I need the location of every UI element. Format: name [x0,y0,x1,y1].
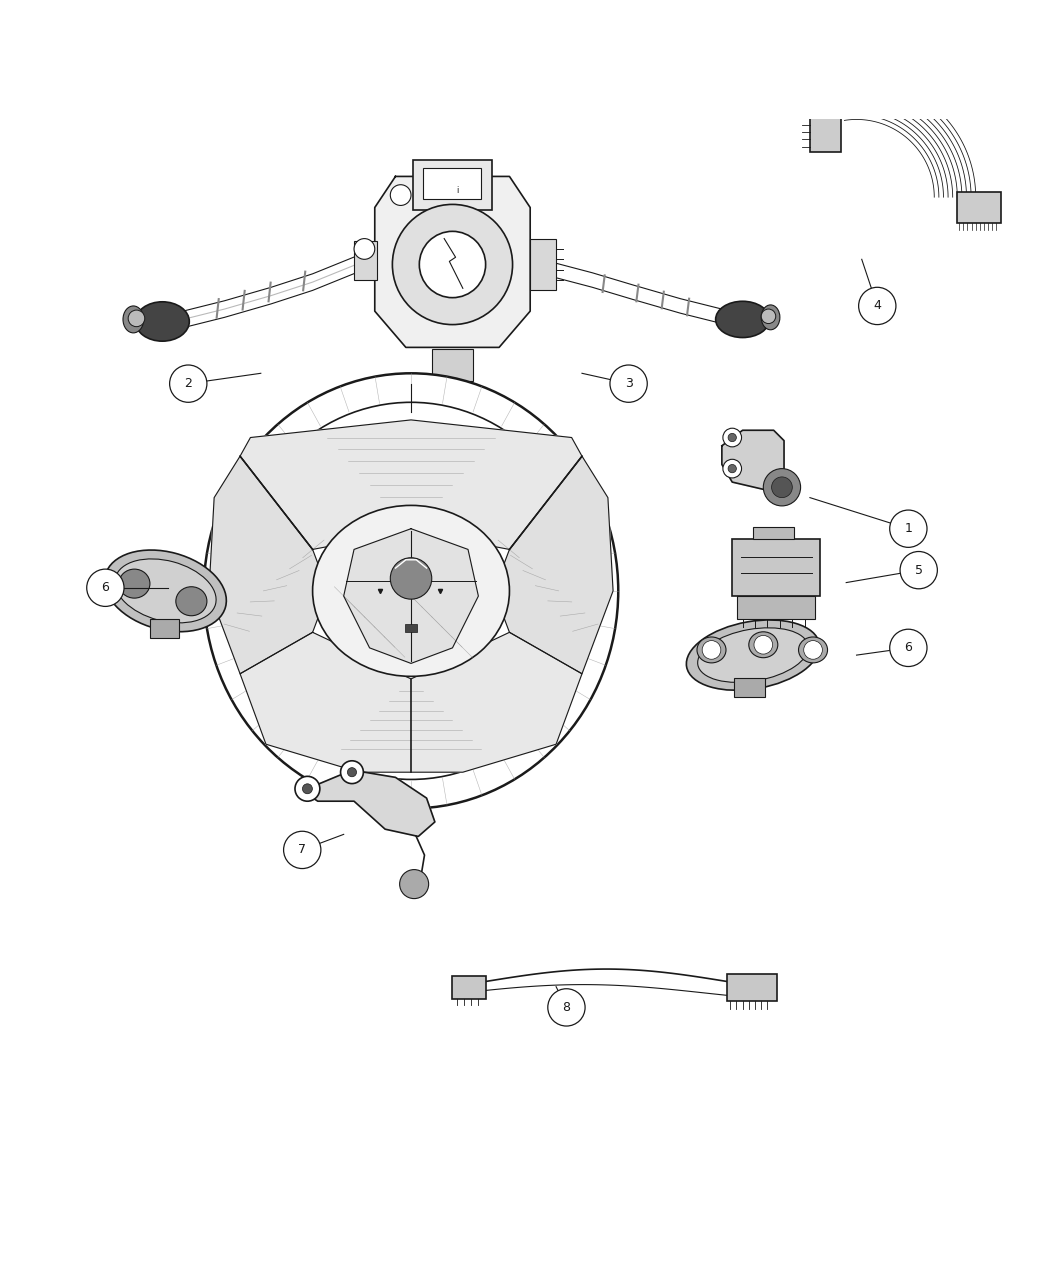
Circle shape [348,768,357,776]
Ellipse shape [204,374,618,808]
Circle shape [889,510,927,547]
Circle shape [900,552,938,589]
Circle shape [302,784,313,794]
Bar [405,623,417,632]
Circle shape [889,629,927,667]
FancyBboxPatch shape [753,527,795,539]
Text: 2: 2 [185,377,192,390]
Circle shape [702,640,720,659]
FancyBboxPatch shape [423,168,482,199]
Circle shape [170,365,207,403]
Ellipse shape [114,558,216,623]
FancyBboxPatch shape [354,241,377,280]
Circle shape [728,464,736,473]
Text: 7: 7 [298,843,307,857]
Circle shape [419,231,486,297]
Circle shape [728,434,736,441]
Circle shape [393,204,512,325]
Ellipse shape [135,302,189,342]
Circle shape [128,310,145,326]
Text: 6: 6 [102,581,109,594]
Circle shape [340,761,363,784]
Ellipse shape [687,620,820,690]
FancyBboxPatch shape [734,678,765,696]
Text: 4: 4 [874,300,881,312]
Circle shape [548,988,585,1026]
FancyBboxPatch shape [432,349,474,380]
Text: 8: 8 [563,1001,570,1014]
FancyBboxPatch shape [530,238,556,291]
Circle shape [610,365,647,403]
Polygon shape [240,419,582,550]
Circle shape [772,477,793,497]
FancyBboxPatch shape [810,94,841,152]
Ellipse shape [697,638,726,663]
FancyBboxPatch shape [413,159,491,209]
Ellipse shape [697,627,808,682]
Text: 1: 1 [904,523,912,536]
Circle shape [722,428,741,446]
Circle shape [391,185,411,205]
Polygon shape [240,632,582,773]
Ellipse shape [175,586,207,616]
Ellipse shape [313,505,509,676]
Polygon shape [209,456,329,673]
Circle shape [354,238,375,259]
FancyBboxPatch shape [732,539,820,595]
Ellipse shape [105,550,227,631]
Circle shape [722,459,741,478]
Ellipse shape [761,305,780,330]
FancyBboxPatch shape [957,193,1001,223]
Text: 6: 6 [904,641,912,654]
Circle shape [763,469,800,506]
FancyBboxPatch shape [150,618,178,638]
Circle shape [284,831,321,868]
Polygon shape [375,176,530,347]
Circle shape [391,557,432,599]
FancyBboxPatch shape [727,974,777,1001]
Circle shape [761,309,776,324]
Text: i: i [457,186,459,195]
FancyBboxPatch shape [737,595,815,618]
Text: 5: 5 [915,564,923,576]
Ellipse shape [799,638,827,663]
Circle shape [295,776,320,801]
Text: 3: 3 [625,377,632,390]
Polygon shape [494,456,613,673]
Ellipse shape [119,569,150,598]
Circle shape [400,870,428,899]
Circle shape [859,287,896,325]
Ellipse shape [233,403,589,779]
Circle shape [87,569,124,607]
Polygon shape [302,770,435,836]
Circle shape [754,635,773,654]
Ellipse shape [716,301,770,338]
Ellipse shape [749,632,778,658]
FancyBboxPatch shape [453,977,486,1000]
Polygon shape [343,529,479,663]
Polygon shape [721,430,784,490]
Ellipse shape [123,306,144,333]
Circle shape [803,640,822,659]
